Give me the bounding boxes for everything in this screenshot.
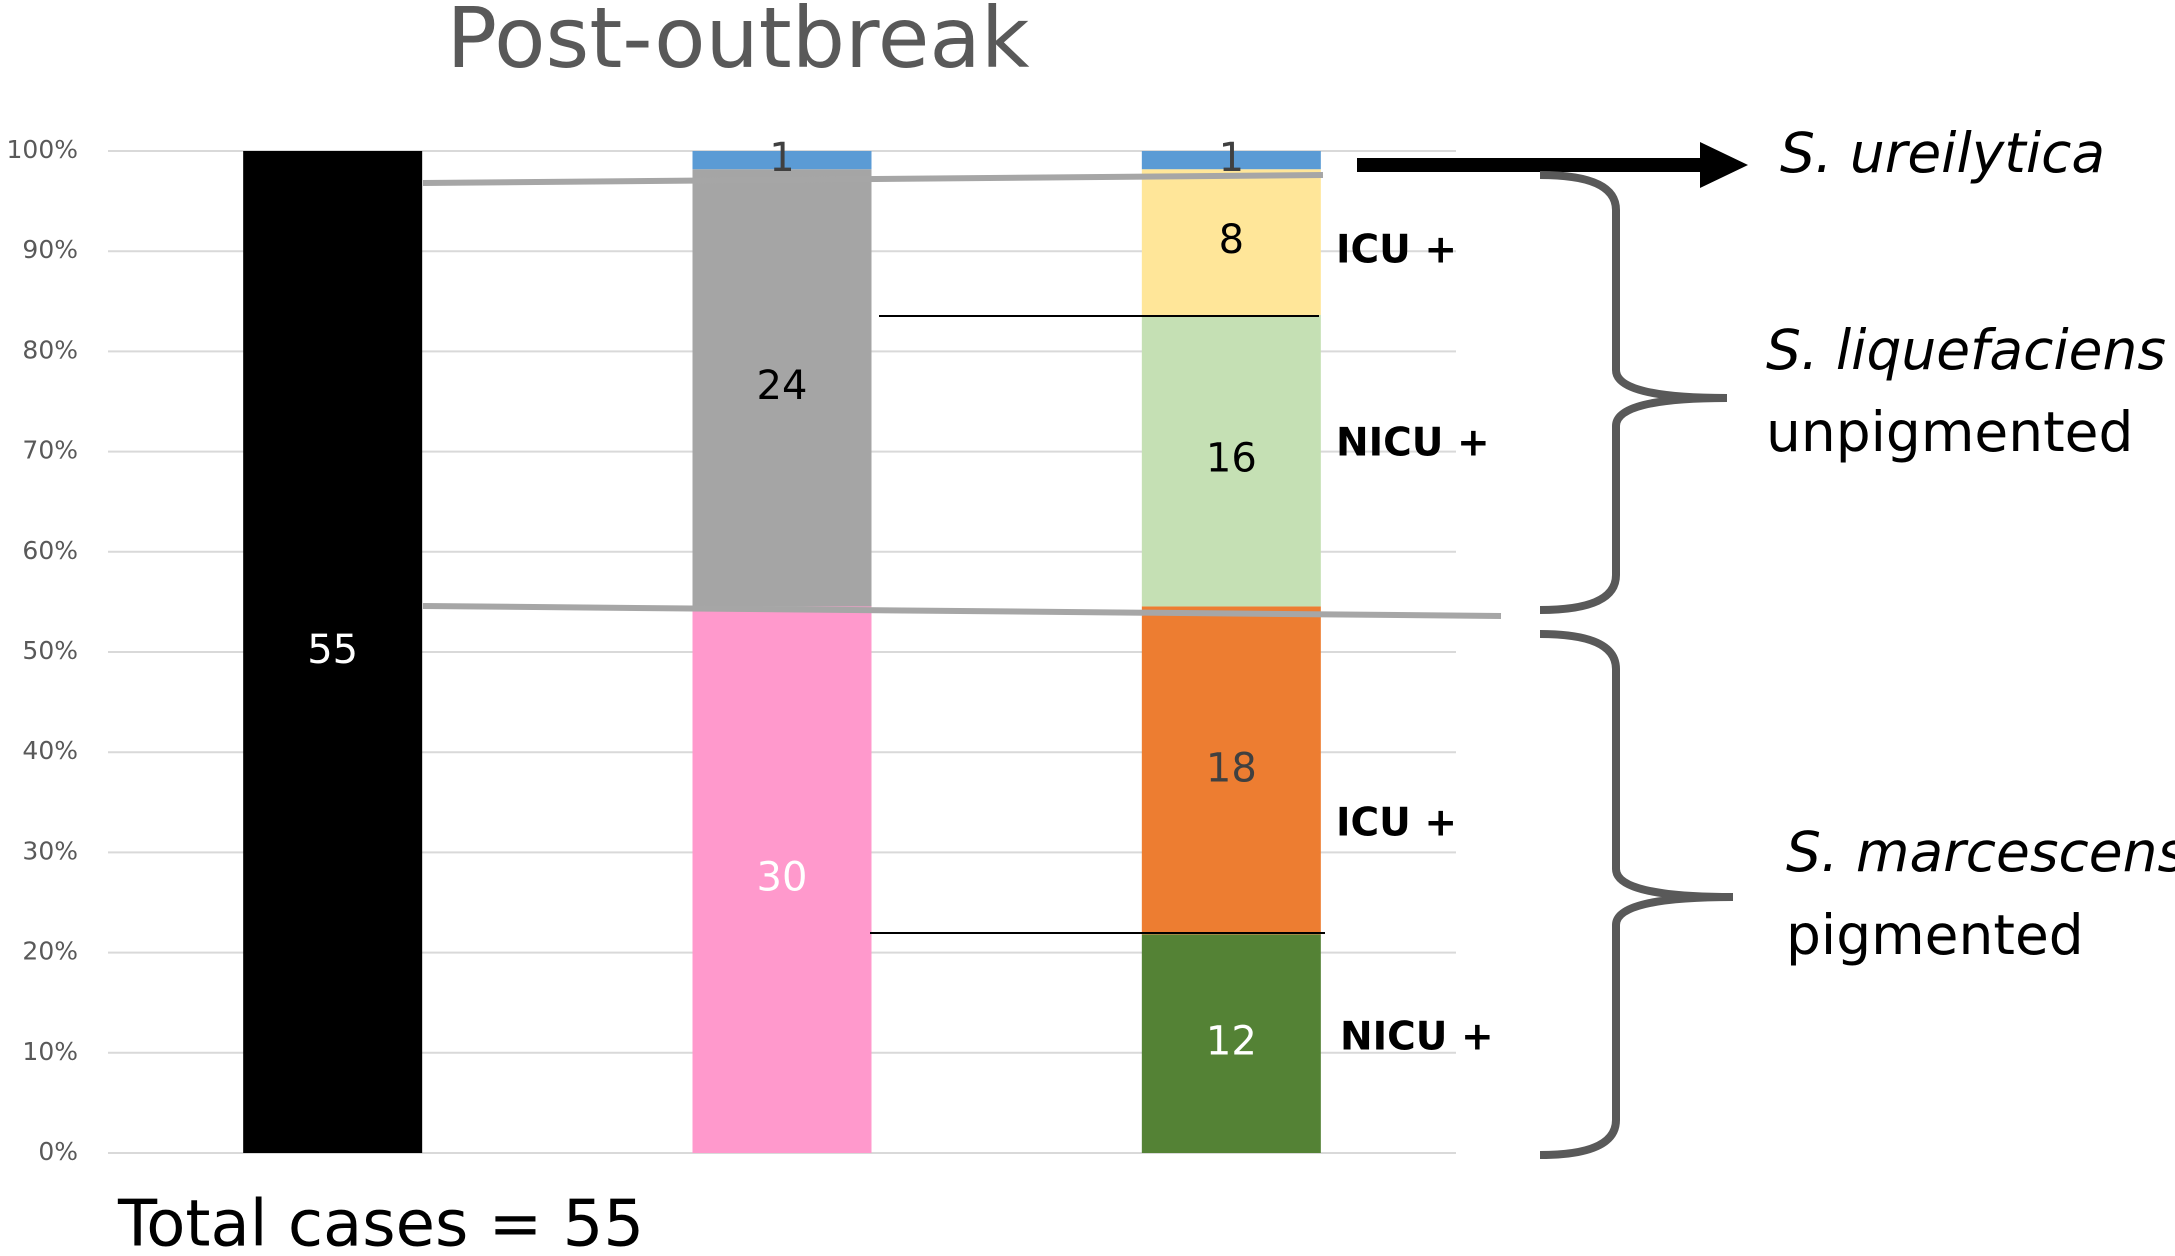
species-label: pigmented: [1786, 903, 2084, 967]
annotation: NICU +: [1340, 1015, 1494, 1060]
bar-segment: [692, 169, 872, 607]
y-tick-label: 50%: [22, 636, 78, 665]
data-label: 24: [757, 363, 808, 409]
data-label: 30: [757, 855, 808, 901]
connector: [422, 172, 1324, 186]
data-label: 8: [1219, 217, 1244, 263]
data-label: 18: [1206, 745, 1257, 791]
species-label: unpigmented: [1766, 400, 2133, 464]
y-tick-label: 20%: [22, 937, 78, 966]
y-tick-label: 40%: [22, 736, 78, 765]
y-tick-label: 100%: [7, 135, 78, 164]
annotation: ICU +: [1336, 801, 1457, 846]
arrow-head: [1700, 142, 1748, 188]
species-label: S. ureilytica: [1780, 121, 2105, 185]
bar-segment: [243, 151, 423, 1153]
chart-title: Post-outbreak: [447, 0, 1030, 87]
bar-segment: [1141, 151, 1321, 170]
brace: [1539, 171, 1728, 614]
y-tick-label: 30%: [22, 836, 78, 865]
bar-segment: [1141, 314, 1321, 607]
bar-segment: [1141, 934, 1321, 1153]
bar-segment: [1141, 169, 1321, 315]
data-label: 1: [769, 135, 794, 181]
data-label: 12: [1206, 1019, 1257, 1065]
y-tick-label: 10%: [22, 1037, 78, 1066]
total-label: Total cases = 55: [117, 1188, 644, 1256]
bar-segment: [1141, 606, 1321, 935]
bar-segment: [692, 606, 872, 1153]
brace: [1539, 630, 1734, 1159]
plot: 0% 10% 20% 30% 40% 50% 60% 70% 80% 90% 100% 55 30 24 1…: [7, 135, 1456, 1166]
y-tick-label: 70%: [22, 436, 78, 465]
annotation: NICU +: [1336, 421, 1490, 466]
y-tick-label: 90%: [22, 235, 78, 264]
species-label: S. marcescens: [1786, 820, 2175, 884]
connector: [422, 603, 1502, 619]
data-label: 55: [307, 627, 358, 673]
species-label: S. liquefaciens: [1766, 318, 2166, 382]
bar-segment: [692, 151, 872, 170]
y-tick-label: 80%: [22, 335, 78, 364]
data-label: 16: [1206, 436, 1257, 482]
y-tick-label: 0%: [38, 1137, 78, 1166]
annotation: ICU +: [1336, 228, 1457, 273]
y-tick-label: 60%: [22, 536, 78, 565]
